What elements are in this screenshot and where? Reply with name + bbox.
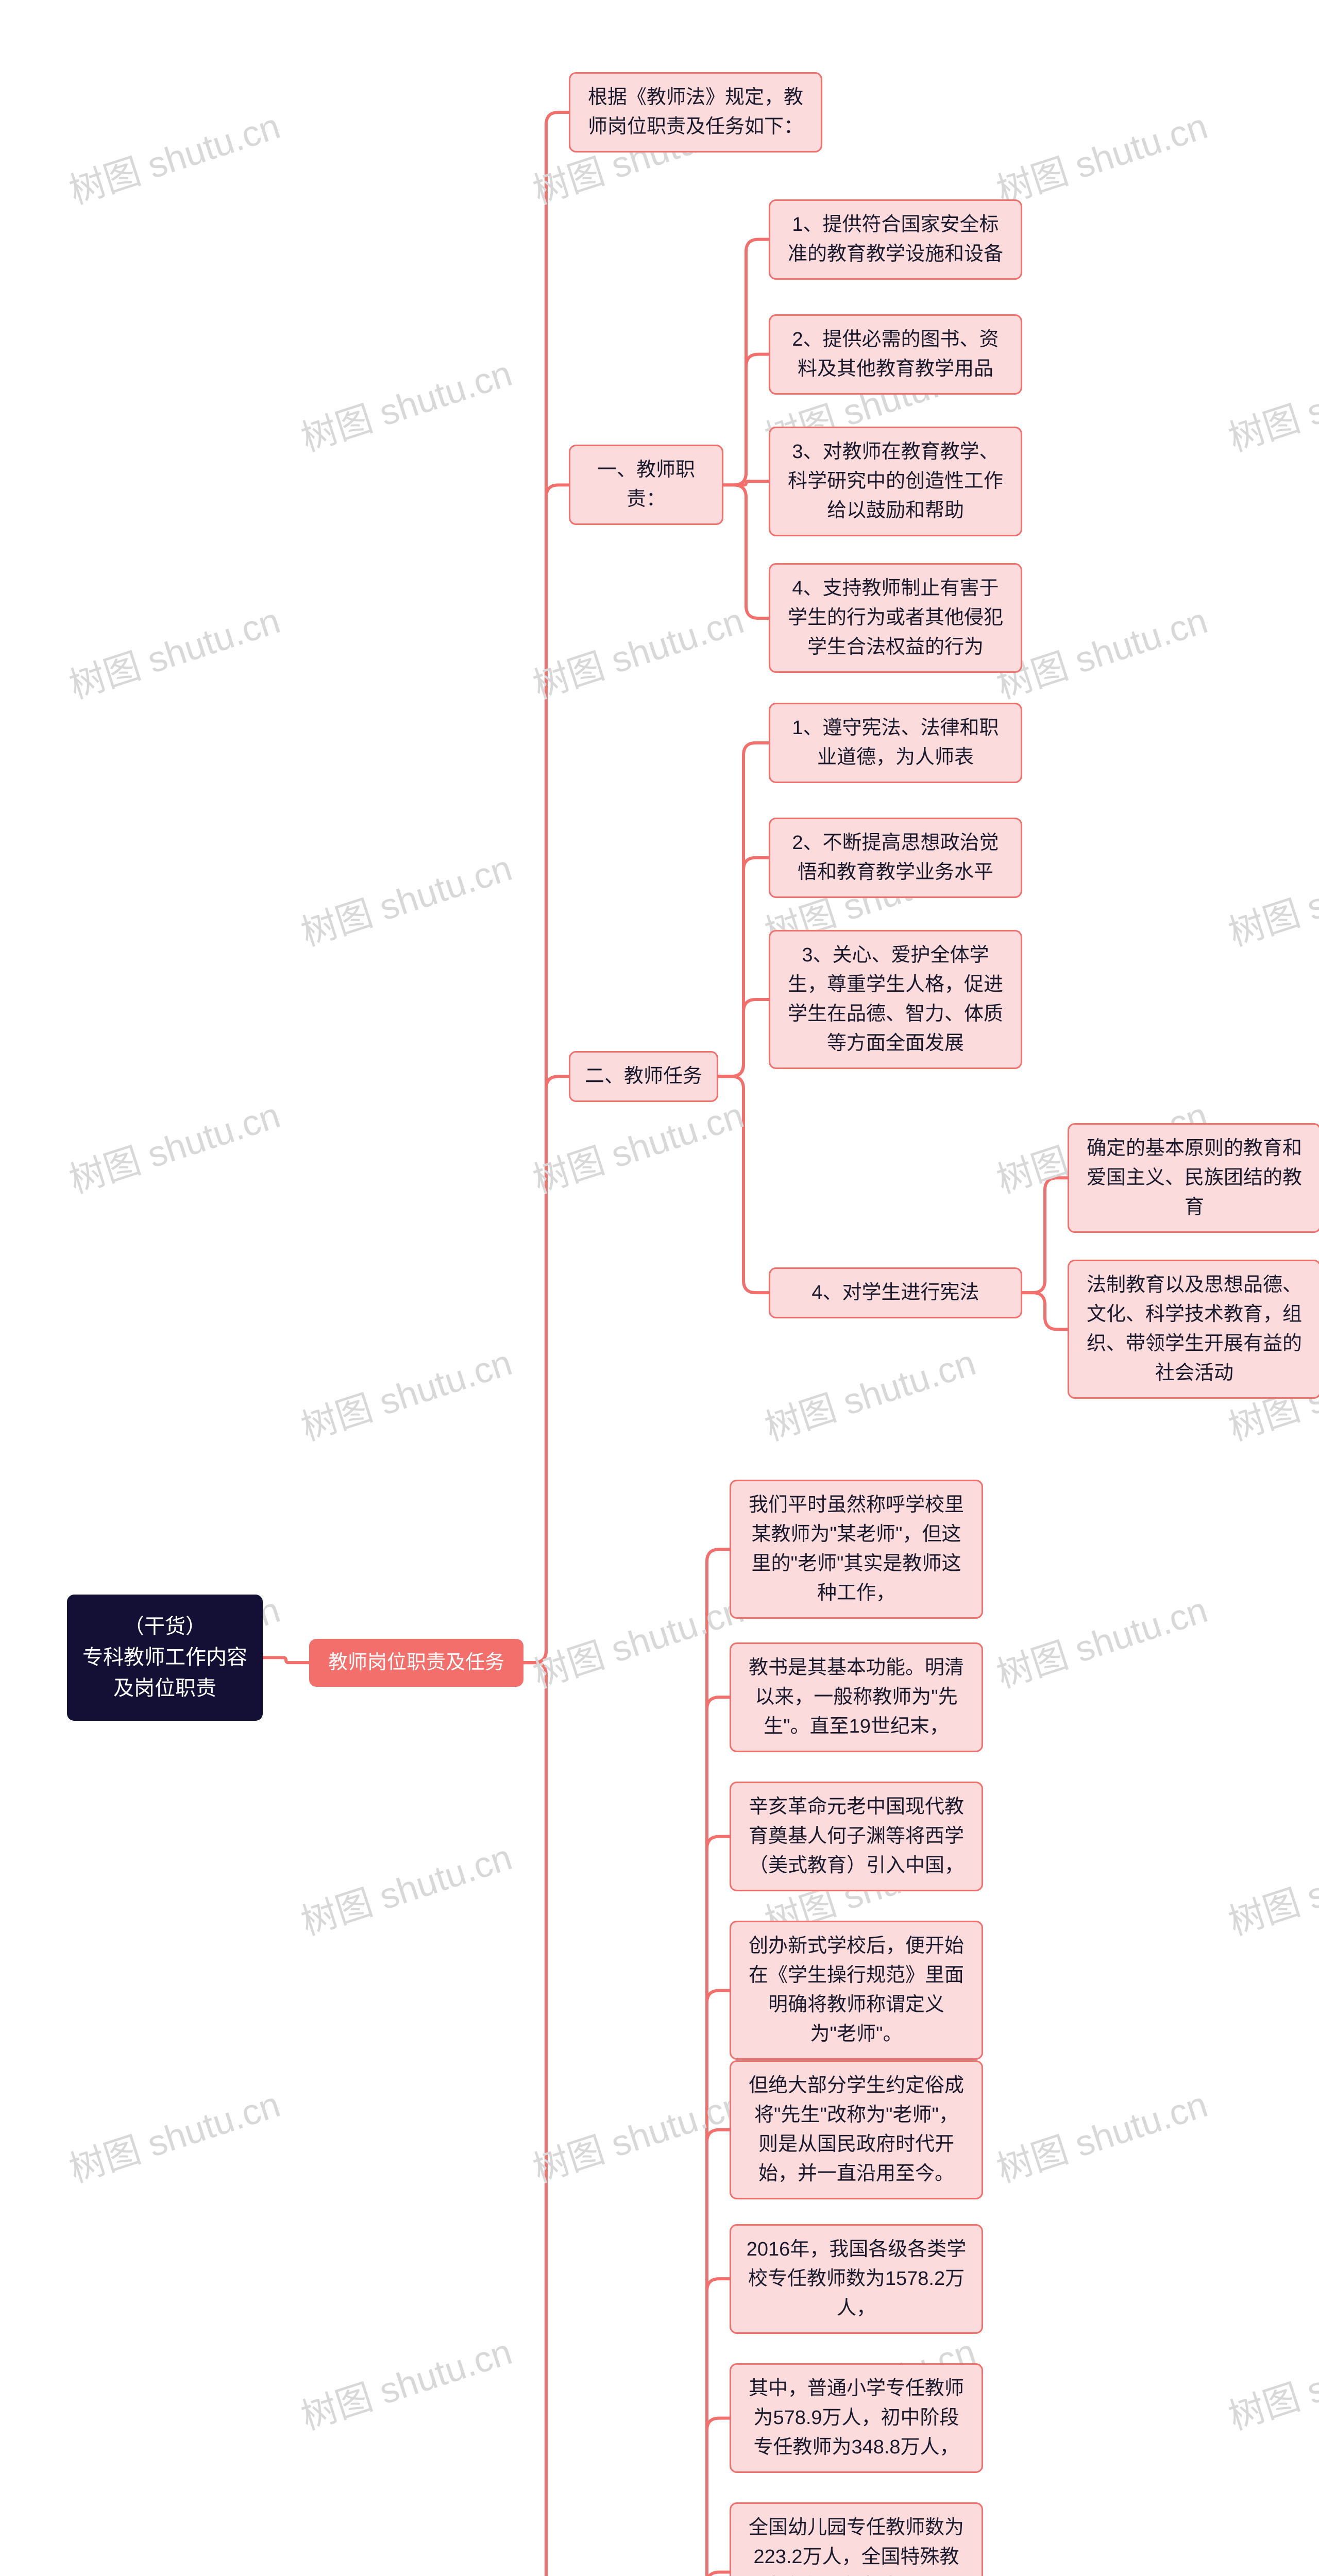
node-text: 根据《教师法》规定，教师岗位职责及任务如下： bbox=[585, 83, 806, 142]
node-text: 4、对学生进行宪法 bbox=[811, 1278, 979, 1308]
connector bbox=[523, 1663, 569, 2576]
node-text: 全国幼儿园专任教师数为223.2万人，全国特殊教育专任教师数为5.3万人， bbox=[746, 2513, 967, 2576]
mindmap-node: 4、支持教师制止有害于学生的行为或者其他侵犯学生合法权益的行为 bbox=[769, 563, 1022, 673]
node-text: 创办新式学校后，便开始在《学生操行规范》里面明确将教师称谓定义为"老师"。 bbox=[746, 1931, 967, 2049]
node-text: 一、教师职责： bbox=[585, 455, 707, 514]
node-text: 教书是其基本功能。明清以来，一般称教师为"先生"。直至19世纪末， bbox=[746, 1653, 967, 1741]
mindmap-node: 2016年，我国各级各类学校专任教师数为1578.2万人， bbox=[730, 2224, 983, 2334]
mindmap-node: 一、教师职责： bbox=[569, 445, 723, 525]
connector bbox=[263, 1657, 309, 1663]
node-text: 3、关心、爱护全体学生，尊重学生人格，促进学生在品德、智力、体质等方面全面发展 bbox=[785, 941, 1006, 1058]
connector bbox=[723, 354, 769, 485]
connector bbox=[718, 1076, 769, 1293]
node-text: 3、对教师在教育教学、科学研究中的创造性工作给以鼓励和帮助 bbox=[785, 437, 1006, 526]
mindmap-node: 二、教师任务 bbox=[569, 1051, 718, 1102]
mindmap-node: 2、提供必需的图书、资料及其他教育教学用品 bbox=[769, 314, 1022, 395]
node-text: 二、教师任务 bbox=[585, 1062, 702, 1091]
node-text: 确定的基本原则的教育和爱国主义、民族团结的教育 bbox=[1084, 1134, 1305, 1222]
mindmap-node: 法制教育以及思想品德、文化、科学技术教育，组织、带领学生开展有益的社会活动 bbox=[1068, 1260, 1319, 1399]
connector bbox=[523, 1076, 569, 1663]
connector bbox=[718, 999, 769, 1076]
connector bbox=[723, 485, 769, 618]
node-text: 1、提供符合国家安全标准的教育教学设施和设备 bbox=[785, 210, 1006, 269]
node-text: 其中，普通小学专任教师为578.9万人，初中阶段专任教师为348.8万人， bbox=[746, 2374, 967, 2462]
mindmap-node: 其中，普通小学专任教师为578.9万人，初中阶段专任教师为348.8万人， bbox=[730, 2363, 983, 2473]
connector bbox=[684, 2418, 730, 2576]
mindmap-node: 全国幼儿园专任教师数为223.2万人，全国特殊教育专任教师数为5.3万人， bbox=[730, 2502, 983, 2576]
connector bbox=[1022, 1293, 1068, 1329]
node-text: 辛亥革命元老中国现代教育奠基人何子渊等将西学（美式教育）引入中国， bbox=[746, 1792, 967, 1880]
node-text: 2、不断提高思想政治觉悟和教育教学业务水平 bbox=[785, 828, 1006, 887]
mindmap-node: 3、关心、爱护全体学生，尊重学生人格，促进学生在品德、智力、体质等方面全面发展 bbox=[769, 930, 1022, 1069]
node-text: 法制教育以及思想品德、文化、科学技术教育，组织、带领学生开展有益的社会活动 bbox=[1084, 1270, 1305, 1388]
node-text: 2、提供必需的图书、资料及其他教育教学用品 bbox=[785, 325, 1006, 384]
mindmap-node: 根据《教师法》规定，教师岗位职责及任务如下： bbox=[569, 72, 822, 152]
connector bbox=[1022, 1178, 1068, 1293]
mindmap-node: 教师岗位职责及任务 bbox=[309, 1639, 523, 1687]
mindmap-node: 3、对教师在教育教学、科学研究中的创造性工作给以鼓励和帮助 bbox=[769, 427, 1022, 536]
mindmap-node: 我们平时虽然称呼学校里某教师为"某老师"，但这里的"老师"其实是教师这种工作， bbox=[730, 1480, 983, 1619]
mindmap-node: 辛亥革命元老中国现代教育奠基人何子渊等将西学（美式教育）引入中国， bbox=[730, 1782, 983, 1891]
mindmap-node: 教书是其基本功能。明清以来，一般称教师为"先生"。直至19世纪末， bbox=[730, 1642, 983, 1752]
node-text: 4、支持教师制止有害于学生的行为或者其他侵犯学生合法权益的行为 bbox=[785, 574, 1006, 662]
node-text: （干货） 专科教师工作内容及岗位职责 bbox=[81, 1611, 248, 1704]
node-text: 但绝大部分学生约定俗成将"先生"改称为"老师"，则是从国民政府时代开始，并一直沿… bbox=[746, 2071, 967, 2189]
node-text: 我们平时虽然称呼学校里某教师为"某老师"，但这里的"老师"其实是教师这种工作， bbox=[746, 1490, 967, 1608]
mindmap-node: 确定的基本原则的教育和爱国主义、民族团结的教育 bbox=[1068, 1123, 1319, 1233]
mindmap-node: 4、对学生进行宪法 bbox=[769, 1267, 1022, 1318]
mindmap-node: 1、提供符合国家安全标准的教育教学设施和设备 bbox=[769, 199, 1022, 280]
mindmap-node: 但绝大部分学生约定俗成将"先生"改称为"老师"，则是从国民政府时代开始，并一直沿… bbox=[730, 2060, 983, 2199]
node-text: 教师岗位职责及任务 bbox=[328, 1648, 504, 1677]
mindmap-node: 1、遵守宪法、法律和职业道德，为人师表 bbox=[769, 703, 1022, 783]
node-text: 2016年，我国各级各类学校专任教师数为1578.2万人， bbox=[746, 2235, 967, 2323]
node-text: 1、遵守宪法、法律和职业道德，为人师表 bbox=[785, 714, 1006, 772]
mindmap-node: 创办新式学校后，便开始在《学生操行规范》里面明确将教师称谓定义为"老师"。 bbox=[730, 1921, 983, 2060]
mindmap-node: （干货） 专科教师工作内容及岗位职责 bbox=[67, 1595, 263, 1720]
mindmap-node: 2、不断提高思想政治觉悟和教育教学业务水平 bbox=[769, 818, 1022, 898]
